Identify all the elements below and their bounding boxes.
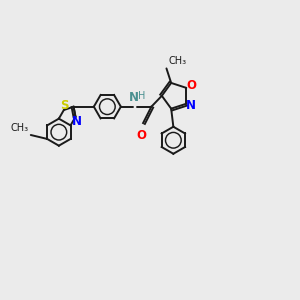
Text: S: S <box>61 99 69 112</box>
Text: O: O <box>136 129 146 142</box>
Text: CH₃: CH₃ <box>11 123 29 133</box>
Text: N: N <box>71 115 82 128</box>
Text: CH₃: CH₃ <box>168 56 187 67</box>
Text: O: O <box>186 80 196 92</box>
Text: N: N <box>129 91 139 104</box>
Text: N: N <box>186 99 196 112</box>
Text: H: H <box>138 91 145 101</box>
